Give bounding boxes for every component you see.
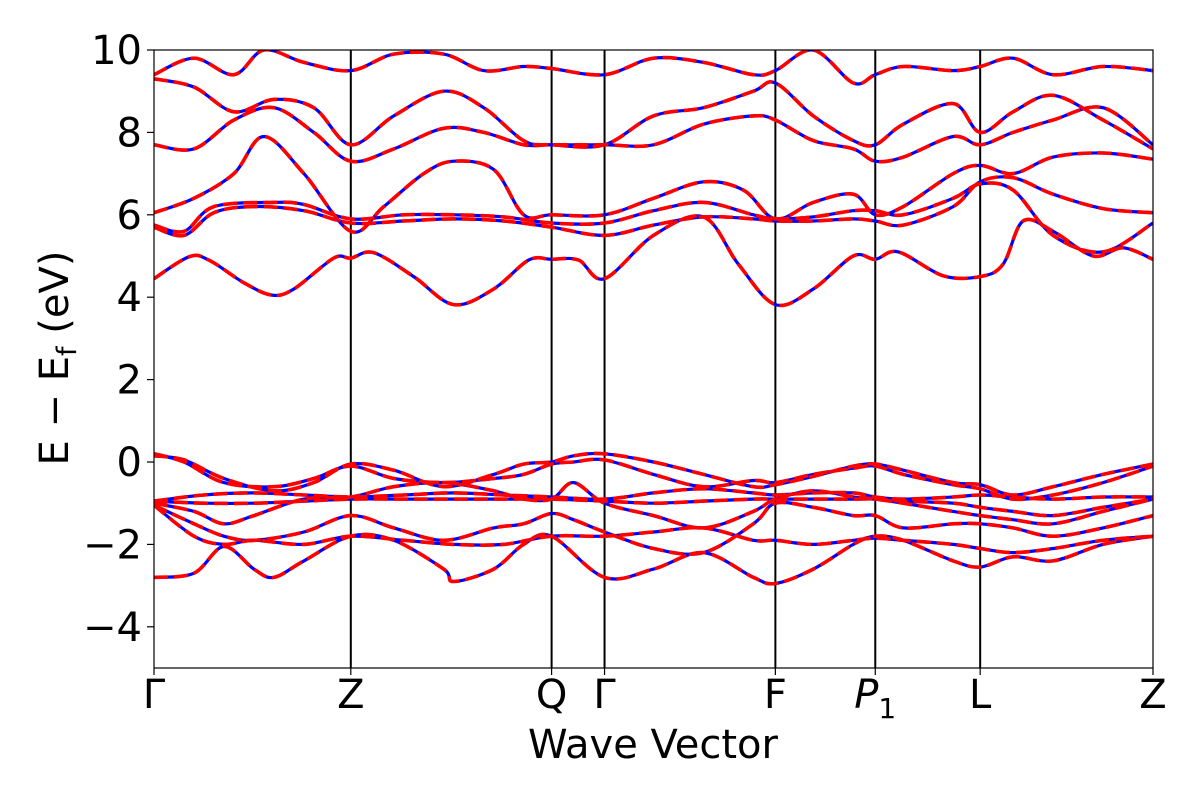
- y-tick-label: 0: [117, 440, 142, 486]
- band-line-8: [154, 452, 1153, 502]
- band-line-14: [154, 532, 1153, 586]
- high-symmetry-lines: [349, 50, 982, 668]
- y-tick-label: −2: [83, 522, 142, 568]
- x-tick-label: Z: [337, 672, 364, 718]
- series-solid: [154, 50, 1153, 586]
- y-axis-label-sub: f: [52, 345, 83, 356]
- band-line-13: [154, 503, 1153, 555]
- band-line-11: [154, 480, 1153, 530]
- series-dashed: [154, 50, 1153, 586]
- y-tick-label: 8: [117, 110, 142, 156]
- band-line-0: [154, 214, 1153, 308]
- band-line-12: [154, 500, 1153, 557]
- band-line-2: [154, 181, 1153, 254]
- y-tick-label: 4: [117, 275, 142, 321]
- y-tick-label: 6: [117, 193, 142, 239]
- band-line-14: [154, 532, 1153, 586]
- x-tick-label: P1: [854, 672, 896, 725]
- band-line-5: [154, 77, 1153, 151]
- band-line-3: [154, 134, 1153, 234]
- band-line-2: [154, 181, 1153, 254]
- y-tick-label: 10: [91, 28, 142, 74]
- band-line-6: [154, 50, 1153, 86]
- band-series: [154, 50, 1153, 586]
- x-axis-label: Wave Vector: [528, 722, 779, 768]
- band-line-4: [154, 105, 1153, 164]
- x-axis-ticks: Γ Z Q Γ F P1 L Z: [143, 668, 1167, 725]
- y-axis-label-main: E − E: [32, 356, 78, 466]
- band-line-10: [154, 497, 1153, 518]
- y-axis-label: E − Ef (eV): [32, 251, 83, 466]
- band-line-6: [154, 50, 1153, 86]
- x-tick-label: F: [764, 672, 787, 718]
- band-line-11: [154, 480, 1153, 530]
- x-tick-label: Γ: [593, 672, 616, 718]
- y-axis-label-unit: (eV): [32, 251, 78, 347]
- band-line-0: [154, 214, 1153, 308]
- y-axis-ticks: −4 −2 0 2 4 6 8 10: [83, 28, 154, 651]
- x-tick-label: Z: [1139, 672, 1166, 718]
- y-tick-label: 2: [117, 358, 142, 404]
- x-tick-label: Q: [536, 672, 567, 718]
- x-tick-label: Γ: [143, 672, 166, 718]
- band-line-1: [154, 175, 1153, 238]
- plot-frame: [153, 49, 1154, 669]
- y-tick-label: −4: [83, 605, 142, 651]
- x-tick-label: L: [969, 672, 992, 718]
- band-line-7: [154, 451, 1153, 497]
